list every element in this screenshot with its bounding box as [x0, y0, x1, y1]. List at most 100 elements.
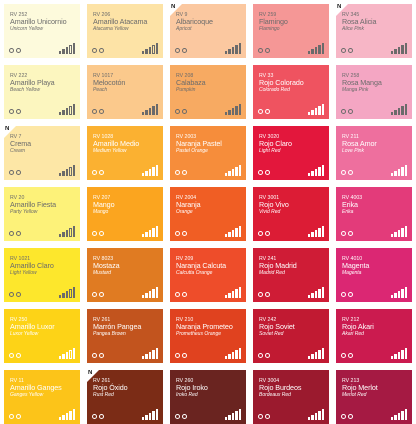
opacity-bars-icon	[225, 103, 241, 115]
finish-icons	[175, 353, 187, 358]
opacity-bar	[404, 165, 407, 176]
opacity-bar	[148, 230, 152, 237]
color-swatch[interactable]: RV 209 Naranja Calcuta Calcutta Orange	[170, 248, 246, 302]
color-swatch[interactable]: RV 4010 Magenta Magenta	[336, 248, 412, 302]
opacity-bar	[235, 411, 238, 420]
opacity-bar	[152, 228, 155, 237]
opacity-bar	[228, 354, 231, 359]
swatch-code: RV 33	[259, 73, 274, 79]
finish-circle-icon	[341, 292, 346, 297]
opacity-bar	[238, 104, 241, 115]
color-swatch[interactable]: RV 250 Amarillo Luxor Luxor Yellow	[4, 309, 80, 363]
swatch-english-name: Love Pink	[342, 148, 364, 154]
swatch-name: Rojo Soviet	[259, 322, 295, 331]
color-swatch[interactable]: N RV 261 Rojo Óxido Rust Red	[87, 370, 163, 424]
opacity-bar	[314, 47, 318, 54]
finish-icons	[9, 48, 21, 53]
color-swatch[interactable]: RV 20 Amarillo Fiesta Party Yellow	[4, 187, 80, 241]
swatch-name: Naranja Pastel	[176, 139, 222, 148]
opacity-bar	[65, 413, 69, 420]
opacity-bar	[394, 293, 397, 298]
opacity-bars-icon	[59, 408, 75, 420]
opacity-bar	[404, 226, 407, 237]
opacity-bar	[59, 234, 62, 237]
color-swatch[interactable]: RV 4003 Erika Erika	[336, 187, 412, 241]
swatch-name: Amarillo Ganges	[10, 383, 62, 392]
opacity-bar	[145, 171, 148, 176]
opacity-bar	[142, 112, 145, 115]
color-swatch[interactable]: RV 242 Rojo Soviet Soviet Red	[253, 309, 329, 363]
opacity-bar	[231, 352, 235, 359]
swatch-name: Rojo Colorado	[259, 78, 304, 87]
opacity-bar	[318, 289, 321, 298]
color-swatch[interactable]: RV 3004 Rojo Burdeos Bordeaux Red	[253, 370, 329, 424]
color-swatch[interactable]: RV 252 Amarillo Unicornio Unicorn Yellow	[4, 4, 80, 58]
color-swatch[interactable]: RV 211 Rosa Amor Love Pink	[336, 126, 412, 180]
color-swatch[interactable]: RV 1017 Melocotón Peach	[87, 65, 163, 119]
finish-circle-icon	[92, 109, 97, 114]
finish-circle-icon	[182, 353, 187, 358]
opacity-bars-icon	[308, 286, 324, 298]
opacity-bar	[152, 350, 155, 359]
opacity-bar	[394, 49, 397, 54]
swatch-english-name: Pastel Orange	[176, 148, 208, 154]
swatch-name: Rojo Iroko	[176, 383, 208, 392]
color-swatch[interactable]: RV 208 Calabaza Pumpkin	[170, 65, 246, 119]
finish-circle-icon	[99, 292, 104, 297]
opacity-bar	[238, 348, 241, 359]
color-swatch[interactable]: RV 258 Rosa Manga Manga Pink	[336, 65, 412, 119]
color-swatch[interactable]: RV 2004 Naranja Orange	[170, 187, 246, 241]
swatch-english-name: Rust Red	[93, 392, 114, 398]
opacity-bars-icon	[391, 225, 407, 237]
color-swatch[interactable]: RV 1028 Amarillo Medio Medium Yellow	[87, 126, 163, 180]
finish-icons	[258, 48, 270, 53]
color-swatch[interactable]: RV 213 Rojo Merlot Merlot Red	[336, 370, 412, 424]
color-swatch[interactable]: RV 1021 Amarillo Claro Light Yellow	[4, 248, 80, 302]
opacity-bar	[65, 108, 69, 115]
color-swatch[interactable]: N RV 9 Albaricoque Apricot	[170, 4, 246, 58]
opacity-bar	[72, 165, 75, 176]
swatch-code: RV 207	[93, 195, 111, 201]
swatch-code: RV 8023	[93, 256, 114, 262]
opacity-bars-icon	[391, 286, 407, 298]
swatch-name: Amarillo Claro	[10, 261, 54, 270]
finish-icons	[92, 292, 104, 297]
color-swatch[interactable]: RV 260 Rojo Iroko Iroko Red	[170, 370, 246, 424]
color-swatch[interactable]: RV 11 Amarillo Ganges Ganges Yellow	[4, 370, 80, 424]
color-swatch[interactable]: RV 2003 Naranja Pastel Pastel Orange	[170, 126, 246, 180]
swatch-name: Rosa Amor	[342, 139, 377, 148]
color-swatch[interactable]: N RV 7 Crema Cream	[4, 126, 80, 180]
finish-circle-icon	[99, 170, 104, 175]
swatch-english-name: Flamingo	[259, 26, 280, 32]
color-swatch[interactable]: RV 3001 Rojo Vivo Vivid Red	[253, 187, 329, 241]
opacity-bar	[155, 104, 158, 115]
color-swatch[interactable]: RV 206 Amarillo Atacama Atacama Yellow	[87, 4, 163, 58]
swatch-code: RV 252	[10, 12, 28, 18]
swatch-english-name: Akari Red	[342, 331, 364, 337]
opacity-bar	[72, 409, 75, 420]
finish-circle-icon	[341, 353, 346, 358]
finish-circle-icon	[16, 414, 21, 419]
swatch-code: RV 261	[93, 317, 111, 323]
swatch-code: RV 242	[259, 317, 277, 323]
color-swatch[interactable]: RV 261 Marrón Pangea Pangea Brown	[87, 309, 163, 363]
color-swatch[interactable]: RV 212 Rojo Akari Akari Red	[336, 309, 412, 363]
opacity-bar	[321, 348, 324, 359]
finish-circle-icon	[265, 292, 270, 297]
color-swatch[interactable]: RV 259 Flamingo Flamingo	[253, 4, 329, 58]
opacity-bars-icon	[308, 347, 324, 359]
color-swatch[interactable]: RV 207 Mango Mango	[87, 187, 163, 241]
color-swatch[interactable]: RV 3020 Rojo Claro Light Red	[253, 126, 329, 180]
color-swatch[interactable]: RV 210 Naranja Prometeo Prometheus Orange	[170, 309, 246, 363]
opacity-bar	[225, 295, 228, 298]
swatch-code: RV 3020	[259, 134, 280, 140]
finish-circle-icon	[258, 292, 263, 297]
finish-icons	[341, 109, 353, 114]
color-swatch[interactable]: RV 222 Amarillo Playa Beach Yellow	[4, 65, 80, 119]
color-swatch[interactable]: RV 33 Rojo Colorado Colorado Red	[253, 65, 329, 119]
opacity-bar	[394, 171, 397, 176]
color-swatch[interactable]: RV 241 Rojo Madrid Madrid Red	[253, 248, 329, 302]
opacity-bar	[148, 352, 152, 359]
color-swatch[interactable]: RV 8023 Mostaza Mustard	[87, 248, 163, 302]
color-swatch[interactable]: N RV 345 Rosa Alicia Alice Pink	[336, 4, 412, 58]
